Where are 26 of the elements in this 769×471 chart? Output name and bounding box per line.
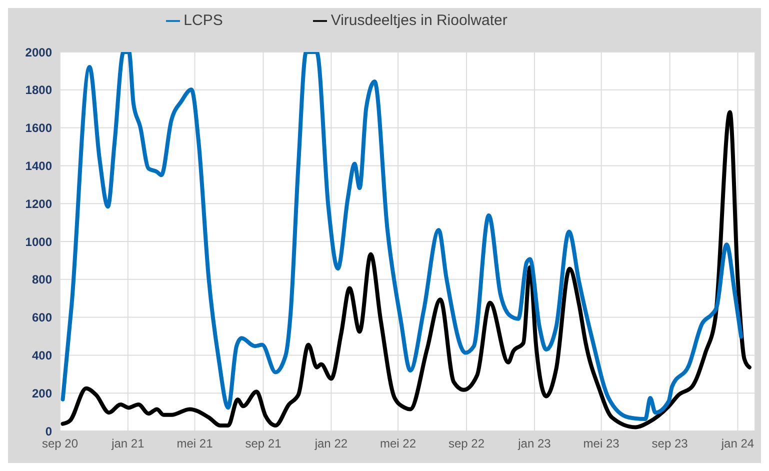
- y-tick-label: 1600: [25, 121, 52, 136]
- x-tick-label: sep 22: [448, 436, 485, 451]
- legend-label: LCPS: [184, 12, 223, 29]
- x-tick-label: mei 21: [176, 436, 214, 451]
- x-tick-label: sep 20: [42, 436, 78, 451]
- y-tick-label: 400: [32, 348, 52, 362]
- y-tick-label: 600: [32, 310, 52, 325]
- line-series: [60, 52, 744, 422]
- y-tick-label: 1000: [25, 234, 52, 249]
- legend-label: Virusdeeltjes in Rioolwater: [330, 12, 508, 29]
- y-tick-label: 0: [45, 424, 52, 438]
- x-tick-label: jan 24: [720, 436, 754, 451]
- x-tick-label: sep 21: [245, 436, 282, 451]
- x-tick-label: jan 21: [110, 436, 145, 451]
- y-tick-label: 1200: [25, 196, 52, 211]
- line-series: [60, 110, 752, 430]
- x-tick-label: jan 22: [314, 436, 348, 451]
- x-tick-label: mei 22: [380, 436, 416, 451]
- y-tick-label: 200: [32, 386, 52, 400]
- x-tick-label: mei 23: [583, 436, 620, 451]
- y-tick-label: 2000: [25, 45, 52, 60]
- y-tick-label: 800: [32, 272, 52, 287]
- y-tick-label: 1800: [25, 83, 52, 98]
- x-tick-label: sep 23: [652, 436, 688, 451]
- y-tick-label: 1400: [25, 158, 52, 173]
- x-tick-label: jan 23: [517, 436, 552, 451]
